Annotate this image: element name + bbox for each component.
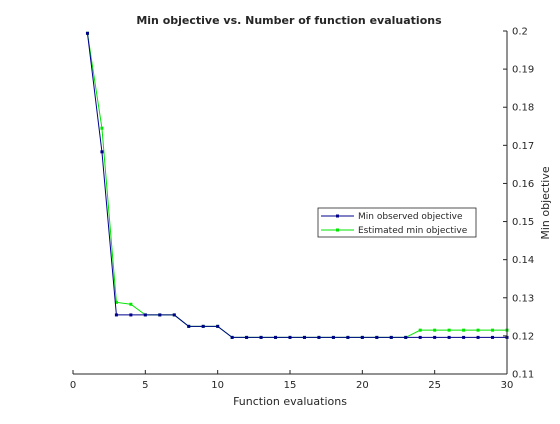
y-tick-label: 0.19 bbox=[512, 65, 534, 76]
series-line-min-observed bbox=[86, 33, 507, 338]
legend-label-min-observed: Min observed objective bbox=[358, 212, 463, 222]
x-tick-label: 20 bbox=[356, 380, 369, 391]
y-tick-label: 0.14 bbox=[512, 255, 534, 266]
x-tick-label: 5 bbox=[142, 380, 148, 391]
data-point-min-observed bbox=[158, 313, 162, 317]
data-point-min-observed bbox=[187, 324, 191, 328]
legend-marker-min-observed bbox=[336, 214, 339, 218]
data-point-min-observed bbox=[85, 31, 89, 35]
data-point-estimated-min bbox=[462, 328, 466, 332]
legend-label-estimated-min: Estimated min objective bbox=[358, 226, 468, 236]
x-ticks: 0 5 10 15 20 25 30 bbox=[70, 370, 514, 391]
y-tick-label: 0.13 bbox=[512, 293, 534, 304]
x-tick-label: 15 bbox=[284, 380, 297, 391]
x-tick-label: 0 bbox=[70, 380, 76, 391]
y-ticks: 0.11 0.12 0.13 0.14 0.15 0.16 0.17 0.18 0.19 0.2 bbox=[503, 27, 534, 381]
y-tick-label: 0.11 bbox=[512, 370, 534, 381]
y-tick-label: 0.18 bbox=[512, 103, 534, 114]
data-point-min-observed bbox=[230, 335, 234, 339]
data-point-min-observed bbox=[375, 335, 379, 339]
y-axis-label: Min objective bbox=[539, 166, 552, 239]
data-point-min-observed bbox=[476, 335, 480, 339]
data-point-estimated-min bbox=[129, 302, 133, 306]
data-point-min-observed bbox=[360, 335, 364, 339]
data-point-min-observed bbox=[274, 335, 278, 339]
data-point-min-observed bbox=[462, 335, 466, 339]
x-tick-label: 25 bbox=[428, 380, 441, 391]
legend: Min observed objective Estimated min obj… bbox=[317, 207, 477, 238]
data-point-min-observed bbox=[172, 313, 176, 317]
chart-title: Min objective vs. Number of function eva… bbox=[136, 14, 442, 27]
data-point-min-observed bbox=[114, 313, 118, 317]
data-point-min-observed bbox=[302, 335, 306, 339]
data-point-estimated-min bbox=[100, 126, 104, 130]
data-point-min-observed bbox=[245, 335, 249, 339]
x-tick-label: 10 bbox=[211, 380, 224, 391]
data-point-estimated-min bbox=[433, 328, 437, 332]
data-point-min-observed bbox=[288, 335, 292, 339]
legend-box bbox=[317, 207, 477, 238]
data-point-min-observed bbox=[317, 335, 321, 339]
y-tick-label: 0.2 bbox=[512, 27, 528, 38]
data-point-min-observed bbox=[259, 335, 263, 339]
data-point-min-observed bbox=[404, 335, 408, 339]
y-tick-label: 0.12 bbox=[512, 331, 534, 342]
data-point-min-observed bbox=[216, 324, 220, 328]
y-tick-label: 0.15 bbox=[512, 217, 534, 228]
data-point-min-observed bbox=[491, 335, 495, 339]
data-point-min-observed bbox=[447, 335, 451, 339]
x-tick-label: 30 bbox=[501, 380, 514, 391]
series-layer bbox=[85, 31, 509, 339]
data-point-estimated-min bbox=[476, 328, 480, 332]
data-point-estimated-min bbox=[114, 300, 118, 304]
data-point-min-observed bbox=[201, 324, 205, 328]
legend-marker-estimated-min bbox=[336, 228, 339, 232]
x-axis-label: Function evaluations bbox=[233, 395, 347, 408]
y-tick-label: 0.16 bbox=[512, 179, 534, 190]
data-point-min-observed bbox=[143, 313, 147, 317]
data-point-estimated-min bbox=[447, 328, 451, 332]
series-line-estimated-min bbox=[86, 33, 507, 338]
data-point-estimated-min bbox=[491, 328, 495, 332]
data-point-estimated-min bbox=[418, 328, 422, 332]
data-point-min-observed bbox=[331, 335, 335, 339]
data-point-min-observed bbox=[346, 335, 350, 339]
data-point-min-observed bbox=[100, 150, 104, 154]
data-point-min-observed bbox=[129, 313, 133, 317]
y-tick-label: 0.17 bbox=[512, 141, 534, 152]
data-point-min-observed bbox=[418, 335, 422, 339]
data-point-min-observed bbox=[433, 335, 437, 339]
data-point-min-observed bbox=[389, 335, 393, 339]
